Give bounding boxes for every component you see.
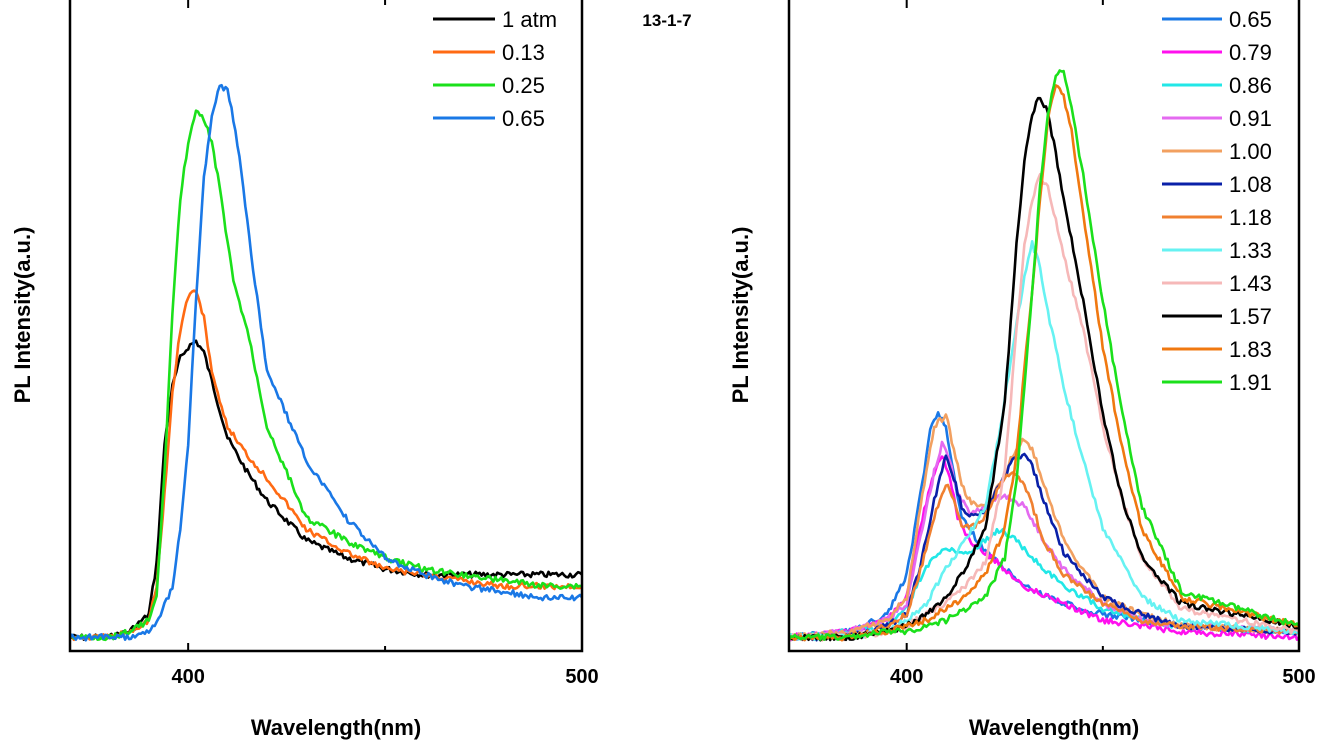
axes-frame xyxy=(787,0,1301,653)
series-line-12 xyxy=(787,69,1300,641)
legend-label: 0.86 xyxy=(1229,73,1272,98)
x-axis-title: Wavelength(nm) xyxy=(251,715,421,740)
series-line-4 xyxy=(68,83,583,642)
legend-label: 1 atm xyxy=(502,7,557,32)
legend-label: 1.91 xyxy=(1229,370,1272,395)
legend-label: 1.18 xyxy=(1229,205,1272,230)
series-line-2 xyxy=(69,289,583,642)
legend-label: 0.79 xyxy=(1229,40,1272,65)
legend-label: 0.25 xyxy=(502,73,545,98)
series-line-5 xyxy=(788,413,1300,641)
x-tick-label: 400 xyxy=(890,666,923,688)
x-tick-label: 500 xyxy=(565,666,598,688)
series-line-8 xyxy=(787,240,1300,642)
series-line-10 xyxy=(788,96,1300,642)
right-chart: 400 500 Wavelength(nm) PL Intensity(a.u.) 0.… xyxy=(728,0,1316,740)
legend-label: 0.65 xyxy=(1229,7,1272,32)
series-line-3 xyxy=(69,109,583,642)
legend-label: 1.57 xyxy=(1229,304,1272,329)
x-axis-title: Wavelength(nm) xyxy=(969,715,1139,740)
sample-label: 13-1-7 xyxy=(642,11,691,30)
series-line-1 xyxy=(69,339,583,641)
legend-label: 1.43 xyxy=(1229,271,1272,296)
x-tick-label: 500 xyxy=(1282,666,1315,688)
legend-label: 1.08 xyxy=(1229,172,1272,197)
legend-label: 0.65 xyxy=(502,106,545,131)
y-axis-title: PL Intensity(a.u.) xyxy=(728,227,753,404)
legend-label: 1.33 xyxy=(1229,238,1272,263)
legend-label: 1.00 xyxy=(1229,139,1272,164)
series-line-11 xyxy=(788,84,1299,642)
legend-label: 0.13 xyxy=(502,40,545,65)
left-chart: 400 500 Wavelength(nm) PL Intensity(a.u.) 1 … xyxy=(10,0,599,740)
legend-label: 1.83 xyxy=(1229,337,1272,362)
axes-frame xyxy=(68,0,584,653)
legend-label: 0.91 xyxy=(1229,106,1272,131)
x-tick-label: 400 xyxy=(171,666,204,688)
y-axis-title: PL Intensity(a.u.) xyxy=(10,227,35,404)
